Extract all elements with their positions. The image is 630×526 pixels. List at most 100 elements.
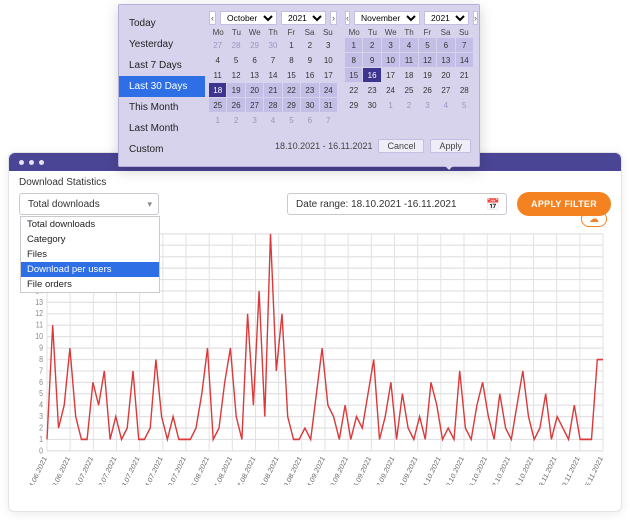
cal-day[interactable]: 26 — [227, 98, 244, 112]
cal-day[interactable]: 15 — [345, 68, 362, 82]
cal-day[interactable]: 5 — [283, 113, 300, 127]
cal-next-icon[interactable]: › — [330, 11, 337, 25]
cal-day[interactable]: 1 — [209, 113, 226, 127]
cal-day[interactable]: 6 — [246, 53, 263, 67]
cal-day[interactable]: 19 — [227, 83, 244, 97]
cal-day[interactable]: 2 — [301, 38, 318, 52]
cal-day[interactable]: 17 — [320, 68, 337, 82]
cal-day[interactable]: 3 — [320, 38, 337, 52]
cal-day[interactable]: 14 — [456, 53, 473, 67]
cal-next-icon[interactable]: › — [473, 11, 478, 25]
cal-prev-icon[interactable]: ‹ — [345, 11, 350, 25]
cal-day[interactable]: 31 — [320, 98, 337, 112]
cal-day[interactable]: 10 — [320, 53, 337, 67]
preset-item[interactable]: Custom — [119, 139, 205, 160]
cal-day[interactable]: 4 — [264, 113, 281, 127]
cal-day[interactable]: 1 — [283, 38, 300, 52]
cal-day[interactable]: 19 — [419, 68, 436, 82]
preset-item[interactable]: Yesterday — [119, 34, 205, 55]
cal-day[interactable]: 11 — [400, 53, 417, 67]
cal-day[interactable]: 5 — [227, 53, 244, 67]
cal-day[interactable]: 3 — [246, 113, 263, 127]
cal-day[interactable]: 4 — [400, 38, 417, 52]
cal-day[interactable]: 24 — [382, 83, 399, 97]
preset-item[interactable]: Last 7 Days — [119, 55, 205, 76]
cal-day[interactable]: 7 — [264, 53, 281, 67]
cal-day[interactable]: 29 — [345, 98, 362, 112]
cal-month-select[interactable]: November — [354, 11, 420, 25]
preset-item[interactable]: Last 30 Days — [119, 76, 205, 97]
cal-day[interactable]: 17 — [382, 68, 399, 82]
cal-day[interactable]: 1 — [345, 38, 362, 52]
cal-day[interactable]: 9 — [301, 53, 318, 67]
cal-day[interactable]: 28 — [456, 83, 473, 97]
cal-prev-icon[interactable]: ‹ — [209, 11, 216, 25]
cal-day[interactable]: 6 — [301, 113, 318, 127]
cal-year-select[interactable]: 2021 — [281, 11, 326, 25]
picker-cancel-button[interactable]: Cancel — [378, 139, 424, 153]
cal-day[interactable]: 2 — [400, 98, 417, 112]
cal-day[interactable]: 8 — [345, 53, 362, 67]
cal-day[interactable]: 22 — [283, 83, 300, 97]
cal-day[interactable]: 21 — [264, 83, 281, 97]
cal-day[interactable]: 23 — [301, 83, 318, 97]
cal-year-select[interactable]: 2021 — [424, 11, 469, 25]
metric-select[interactable]: Total downloads ▾ Total downloadsCategor… — [19, 193, 159, 215]
cal-day[interactable]: 9 — [363, 53, 380, 67]
metric-option[interactable]: Files — [21, 247, 159, 262]
cal-day[interactable]: 16 — [301, 68, 318, 82]
cal-day[interactable]: 29 — [283, 98, 300, 112]
cal-day[interactable]: 22 — [345, 83, 362, 97]
cal-day[interactable]: 12 — [419, 53, 436, 67]
cal-day[interactable]: 28 — [227, 38, 244, 52]
cal-day[interactable]: 16 — [363, 68, 380, 82]
cal-day[interactable]: 13 — [246, 68, 263, 82]
cal-day[interactable]: 7 — [320, 113, 337, 127]
export-button[interactable]: ☁ — [581, 211, 607, 227]
cal-day[interactable]: 27 — [209, 38, 226, 52]
cal-day[interactable]: 3 — [419, 98, 436, 112]
preset-item[interactable]: Last Month — [119, 118, 205, 139]
date-range-input[interactable]: Date range: 18.10.2021 -16.11.2021 📅 — [287, 193, 507, 215]
cal-day[interactable]: 14 — [264, 68, 281, 82]
cal-month-select[interactable]: October — [220, 11, 277, 25]
cal-day[interactable]: 4 — [437, 98, 454, 112]
metric-option[interactable]: Total downloads — [21, 217, 159, 232]
cal-day[interactable]: 4 — [209, 53, 226, 67]
metric-option[interactable]: Download per users — [21, 262, 159, 277]
cal-day[interactable]: 5 — [456, 98, 473, 112]
cal-day[interactable]: 11 — [209, 68, 226, 82]
cal-day[interactable]: 18 — [400, 68, 417, 82]
cal-day[interactable]: 18 — [209, 83, 226, 97]
cal-day[interactable]: 26 — [419, 83, 436, 97]
cal-day[interactable]: 3 — [382, 38, 399, 52]
cal-day[interactable]: 30 — [301, 98, 318, 112]
cal-day[interactable]: 10 — [382, 53, 399, 67]
cal-day[interactable]: 30 — [264, 38, 281, 52]
cal-day[interactable]: 1 — [382, 98, 399, 112]
cal-day[interactable]: 27 — [246, 98, 263, 112]
cal-day[interactable]: 20 — [246, 83, 263, 97]
cal-day[interactable]: 12 — [227, 68, 244, 82]
cal-day[interactable]: 20 — [437, 68, 454, 82]
cal-day[interactable]: 28 — [264, 98, 281, 112]
metric-option[interactable]: File orders — [21, 277, 159, 292]
preset-item[interactable]: Today — [119, 13, 205, 34]
cal-day[interactable]: 24 — [320, 83, 337, 97]
cal-day[interactable]: 2 — [363, 38, 380, 52]
cal-day[interactable]: 21 — [456, 68, 473, 82]
cal-day[interactable]: 6 — [437, 38, 454, 52]
cal-day[interactable]: 27 — [437, 83, 454, 97]
cal-day[interactable]: 8 — [283, 53, 300, 67]
preset-item[interactable]: This Month — [119, 97, 205, 118]
cal-day[interactable]: 13 — [437, 53, 454, 67]
cal-day[interactable]: 7 — [456, 38, 473, 52]
cal-day[interactable]: 15 — [283, 68, 300, 82]
cal-day[interactable]: 25 — [400, 83, 417, 97]
cal-day[interactable]: 29 — [246, 38, 263, 52]
cal-day[interactable]: 5 — [419, 38, 436, 52]
picker-apply-button[interactable]: Apply — [430, 139, 471, 153]
cal-day[interactable]: 30 — [363, 98, 380, 112]
cal-day[interactable]: 23 — [363, 83, 380, 97]
cal-day[interactable]: 25 — [209, 98, 226, 112]
